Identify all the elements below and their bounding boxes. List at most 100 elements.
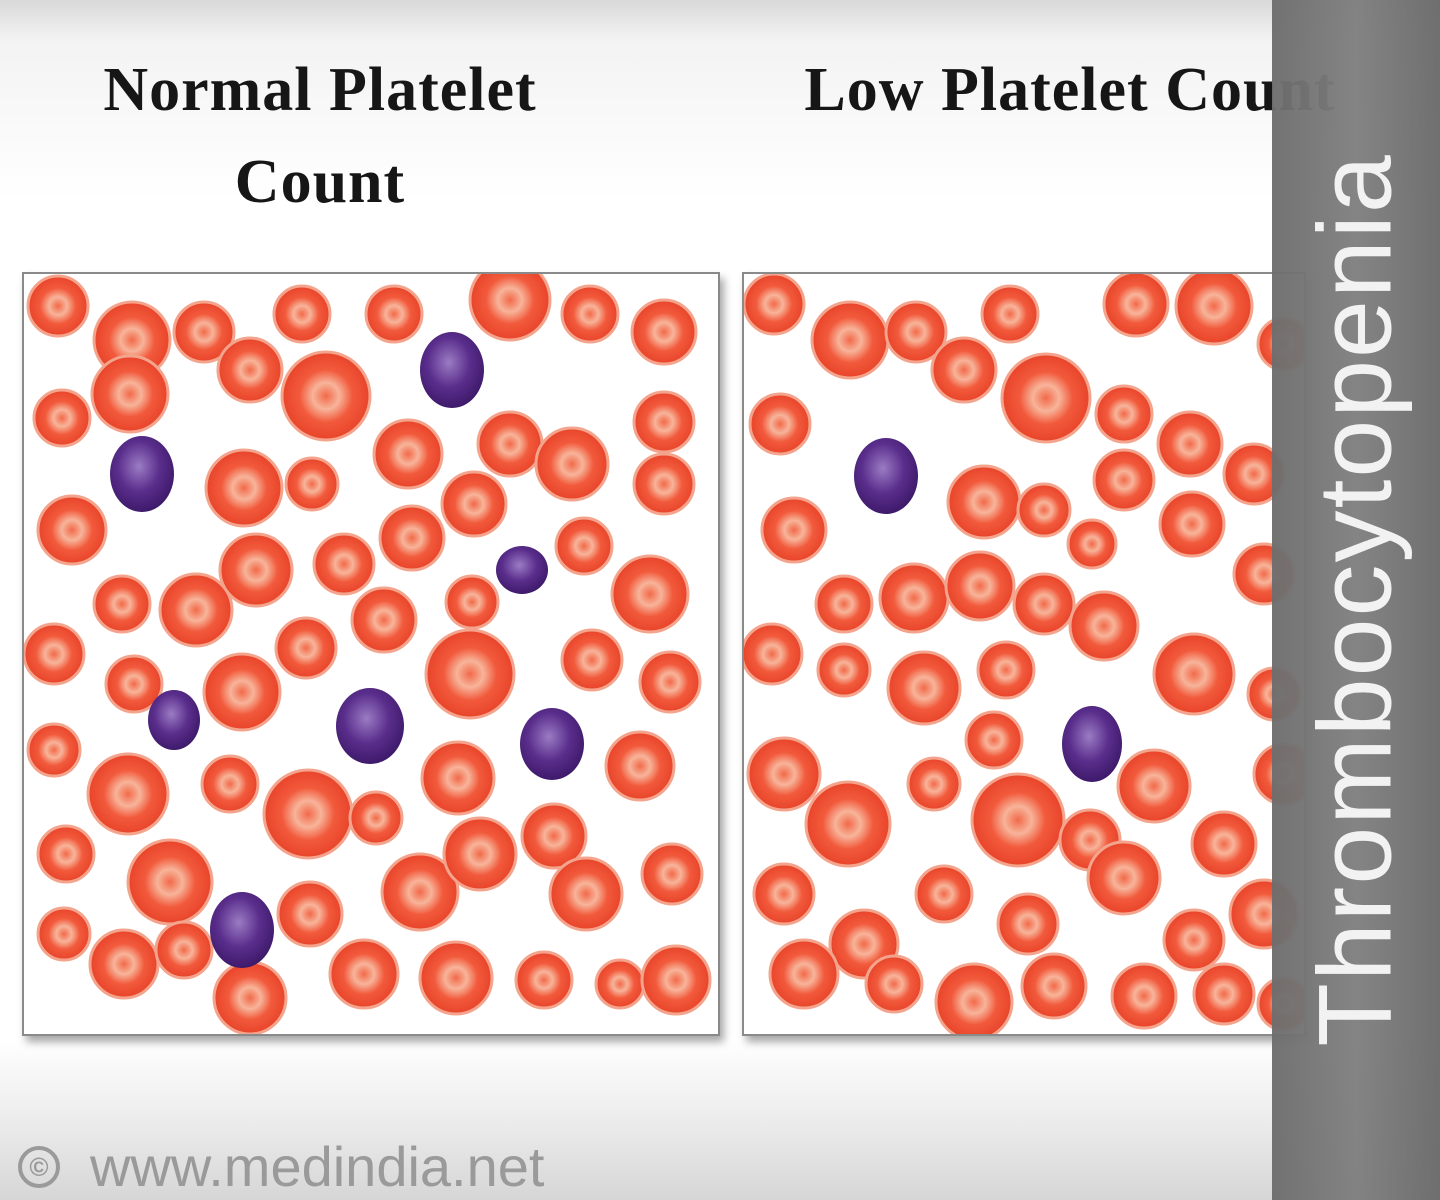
- red-blood-cell: [1152, 632, 1236, 716]
- red-blood-cell: [380, 852, 460, 932]
- red-blood-cell: [640, 842, 704, 906]
- red-blood-cell: [154, 920, 214, 980]
- panel-low-blood-smear: [742, 272, 1306, 1036]
- red-blood-cell: [26, 274, 90, 338]
- red-blood-cell: [814, 574, 874, 634]
- red-blood-cell: [884, 300, 948, 364]
- red-blood-cell: [24, 622, 86, 686]
- red-blood-cell: [1156, 410, 1224, 478]
- red-blood-cell: [378, 504, 446, 572]
- red-blood-cell: [748, 392, 812, 456]
- red-blood-cell: [36, 906, 92, 962]
- red-blood-cell: [348, 790, 404, 846]
- red-blood-cell: [760, 496, 828, 564]
- red-blood-cell: [280, 350, 372, 442]
- red-blood-cell: [350, 586, 418, 654]
- copyright-icon: ©: [18, 1145, 60, 1188]
- red-blood-cell: [1000, 352, 1092, 444]
- red-blood-cell: [1116, 748, 1192, 824]
- platelet: [148, 690, 200, 750]
- red-blood-cell: [328, 938, 400, 1010]
- red-blood-cell: [810, 300, 890, 380]
- red-blood-cell: [1102, 274, 1170, 338]
- red-blood-cell: [640, 944, 712, 1016]
- red-blood-cell: [996, 892, 1060, 956]
- platelet: [1062, 706, 1122, 782]
- footer-credit: © www.medindia.net: [18, 1134, 544, 1199]
- red-blood-cell: [970, 772, 1066, 868]
- red-blood-cell: [202, 652, 282, 732]
- red-blood-cell: [364, 284, 424, 344]
- red-blood-cell: [442, 816, 518, 892]
- red-blood-cell: [276, 880, 344, 948]
- normal-smear-illustration: [24, 274, 712, 1034]
- red-blood-cell: [632, 390, 696, 454]
- title-low-platelet-count: Low Platelet Count: [804, 56, 1336, 124]
- red-blood-cell: [1162, 908, 1226, 972]
- red-blood-cell: [444, 574, 500, 630]
- red-blood-cell: [1020, 952, 1088, 1020]
- red-blood-cell: [212, 960, 288, 1034]
- red-blood-cell: [36, 494, 108, 566]
- platelet: [420, 332, 484, 408]
- red-blood-cell: [468, 274, 552, 342]
- red-blood-cell: [200, 754, 260, 814]
- red-blood-cell: [554, 516, 614, 576]
- side-banner: [1272, 0, 1440, 1200]
- red-blood-cell: [934, 962, 1014, 1034]
- platelet: [520, 708, 584, 780]
- red-blood-cell: [752, 862, 816, 926]
- red-blood-cell: [886, 650, 962, 726]
- red-blood-cell: [424, 628, 516, 720]
- red-blood-cell: [1012, 572, 1076, 636]
- red-blood-cell: [104, 654, 164, 714]
- red-blood-cell: [560, 628, 624, 692]
- title-normal-platelet-count: Normal Platelet Count: [103, 56, 537, 216]
- red-blood-cell: [906, 756, 962, 812]
- red-blood-cell: [1174, 274, 1254, 346]
- red-blood-cell: [420, 740, 496, 816]
- red-blood-cell: [1110, 962, 1178, 1030]
- red-blood-cell: [632, 452, 696, 516]
- red-blood-cell: [372, 418, 444, 490]
- red-blood-cell: [312, 532, 376, 596]
- red-blood-cell: [946, 464, 1022, 540]
- red-blood-cell: [274, 616, 338, 680]
- red-blood-cell: [272, 284, 332, 344]
- red-blood-cell: [90, 354, 170, 434]
- red-blood-cell: [560, 284, 620, 344]
- red-blood-cell: [284, 456, 340, 512]
- red-blood-cell: [1086, 840, 1162, 916]
- red-blood-cell: [638, 650, 702, 714]
- red-blood-cell: [610, 554, 690, 634]
- red-blood-cell: [32, 388, 92, 448]
- red-blood-cell: [964, 710, 1024, 770]
- red-blood-cell: [262, 768, 354, 860]
- red-blood-cell: [604, 730, 676, 802]
- red-blood-cell: [1068, 590, 1140, 662]
- red-blood-cell: [746, 736, 822, 812]
- red-blood-cell: [1016, 482, 1072, 538]
- red-blood-cell: [26, 722, 82, 778]
- red-blood-cell: [1092, 448, 1156, 512]
- red-blood-cell: [514, 950, 574, 1010]
- platelet: [210, 892, 274, 968]
- red-blood-cell: [172, 300, 236, 364]
- red-blood-cell: [418, 940, 494, 1016]
- red-blood-cell: [1158, 490, 1226, 558]
- red-blood-cell: [914, 864, 974, 924]
- red-blood-cell: [878, 562, 950, 634]
- red-blood-cell: [744, 274, 806, 336]
- red-blood-cell: [864, 954, 924, 1014]
- red-blood-cell: [980, 284, 1040, 344]
- low-smear-illustration: [744, 274, 1304, 1034]
- red-blood-cell: [930, 336, 998, 404]
- red-blood-cell: [1192, 962, 1256, 1026]
- red-blood-cell: [804, 780, 892, 868]
- red-blood-cell: [1190, 810, 1258, 878]
- red-blood-cell: [36, 824, 96, 884]
- platelet: [496, 546, 548, 594]
- red-blood-cell: [520, 802, 588, 870]
- platelet: [854, 438, 918, 514]
- platelet: [336, 688, 404, 764]
